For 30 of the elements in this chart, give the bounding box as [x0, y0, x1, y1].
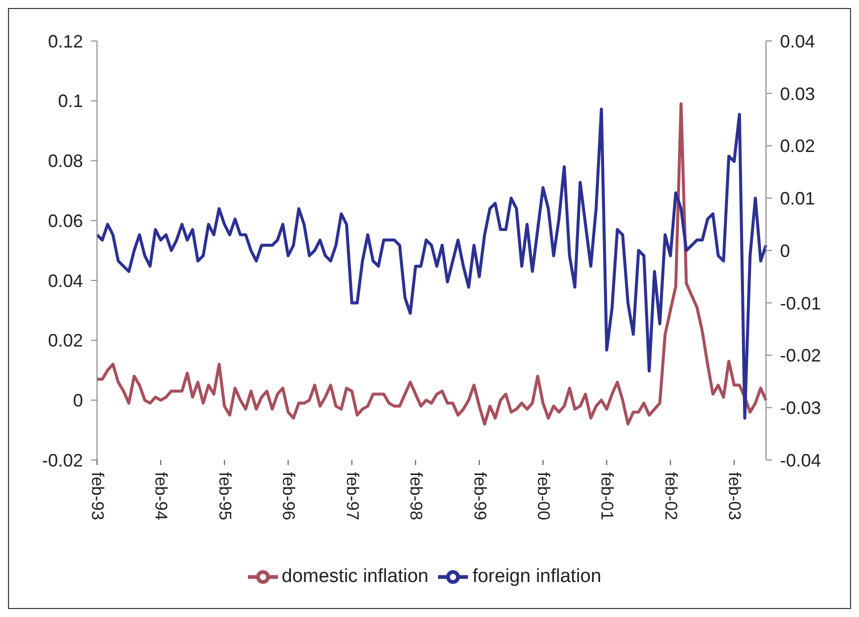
x-tick-label: feb-99: [470, 472, 490, 520]
x-tick-label: feb-97: [342, 472, 362, 520]
legend-label: foreign inflation: [472, 566, 602, 588]
y-tick-label: 0.06: [48, 210, 83, 231]
y2-tick-label: 0.02: [780, 136, 816, 156]
x-tick-label: feb-95: [215, 472, 234, 520]
y2-tick-label: -0.02: [780, 346, 822, 366]
x-tick-label: feb-01: [598, 472, 617, 520]
y-tick-label: 0.08: [48, 151, 83, 172]
y-tick-label: 0.04: [48, 270, 83, 291]
x-tick-label: feb-03: [725, 472, 744, 520]
y-tick-label: 0.1: [58, 91, 83, 112]
y2-tick-label: 0.01: [780, 188, 816, 209]
x-tick-label: feb-98: [406, 472, 426, 520]
y2-tick-label: 0.03: [780, 84, 816, 104]
x-tick-label: feb-93: [88, 472, 107, 520]
y2-tick-label: 0: [780, 240, 790, 261]
y2-tick-label: -0.01: [780, 293, 822, 314]
y-tick-label: 0.12: [48, 31, 83, 52]
y-tick-label: 0.02: [48, 330, 83, 351]
y-tick-label: -0.02: [42, 450, 83, 470]
y2-tick-label: 0.04: [780, 31, 816, 52]
x-tick-label: feb-02: [661, 472, 680, 520]
x-tick-label: feb-94: [152, 472, 171, 520]
y2-tick-label: -0.04: [780, 450, 822, 470]
x-tick-label: feb-00: [534, 472, 553, 520]
x-tick-label: feb-96: [279, 472, 298, 520]
legend-label: domestic inflation: [282, 566, 428, 588]
y2-tick-label: -0.03: [780, 398, 822, 418]
y-tick-label: 0: [72, 390, 83, 411]
